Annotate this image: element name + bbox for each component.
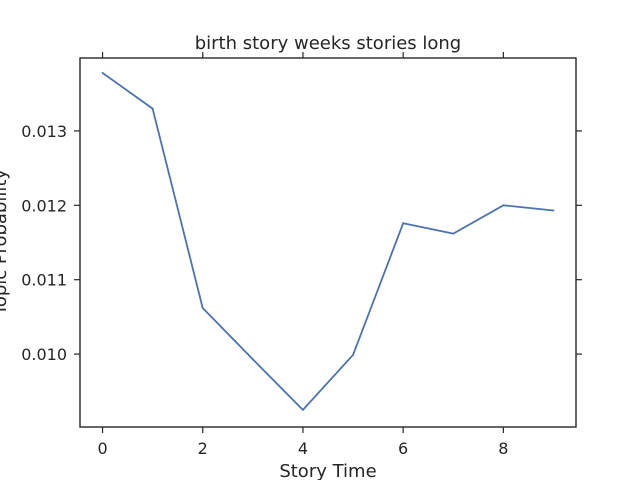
data-point [151,107,154,110]
axis-tick-labels: 0 2 4 6 8 0.010 0.011 0.012 0.013 [21,122,508,458]
data-point [402,222,405,225]
data-point [251,358,254,361]
y-tick-label: 0.012 [21,196,67,215]
x-tick-label: 8 [498,439,508,458]
x-tick-label: 4 [298,439,308,458]
x-tick-label: 6 [398,439,408,458]
y-tick-label: 0.011 [21,271,67,290]
x-tick-label: 0 [97,439,107,458]
plot-area-frame [79,57,577,428]
y-axis-label: Topic Probability [0,169,11,316]
chart-title: birth story weeks stories long [195,33,462,54]
y-tick-label: 0.010 [21,345,67,364]
data-point [452,232,455,235]
y-tick-label: 0.013 [21,122,67,141]
x-axis-label: Story Time [279,461,376,480]
data-point [552,209,555,212]
data-point [352,353,354,356]
x-tick-label: 2 [198,439,208,458]
series-line [101,72,554,411]
data-point [302,408,304,411]
data-point [502,204,505,207]
series-group [101,71,555,411]
data-point [201,307,204,309]
data-point [101,71,104,74]
axis-ticks [74,52,582,433]
